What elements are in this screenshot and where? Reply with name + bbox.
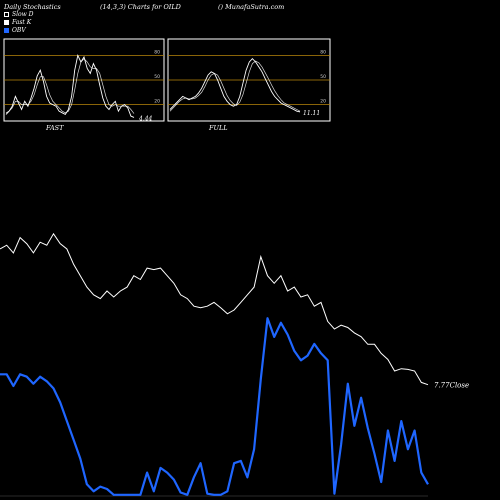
- site-credit: () MunafaSutra.com: [218, 3, 285, 11]
- full-panel-title: FULL: [209, 124, 228, 132]
- fast-panel: 80 50 20 4.44: [3, 38, 165, 122]
- full-level-label-50: 50: [320, 74, 326, 80]
- full-level-label-20: 20: [320, 99, 326, 105]
- fast-level-label-50: 50: [154, 74, 160, 80]
- close-price-label: 7.77Close: [434, 382, 469, 390]
- legend-item-fast-k: Fast K: [4, 18, 31, 26]
- full-series-full-d: [169, 60, 301, 112]
- legend-label-obv: OBV: [12, 26, 26, 34]
- full-series-full-k: [169, 58, 301, 113]
- legend-label-slow-d: Slow D: [12, 10, 34, 18]
- legend-item-obv: OBV: [4, 26, 26, 34]
- fast-last-value-label: 4.44: [138, 115, 153, 122]
- chart-title: (14,3,3) Charts for OILD: [100, 3, 181, 11]
- legend-swatch-obv: [4, 27, 9, 33]
- full-last-value-label: 11.11: [303, 110, 320, 117]
- legend-label-fast-k: Fast K: [12, 18, 32, 26]
- legend-item-slow-d: Slow D: [4, 10, 34, 18]
- price-obv-panel: 7.77Close: [0, 232, 469, 497]
- fast-series-slow-d: [5, 58, 135, 114]
- obv-line: [0, 317, 429, 496]
- close-price-line: [0, 232, 429, 386]
- fast-panel-title: FAST: [46, 124, 64, 132]
- fast-series-fast-k: [5, 53, 135, 118]
- full-level-label-80: 80: [320, 49, 326, 55]
- legend-swatch-fast-k: [4, 19, 9, 25]
- chart-type-label: Daily Stochastics: [4, 3, 61, 11]
- fast-level-label-80: 80: [154, 49, 160, 55]
- legend-swatch-slow-d: [4, 11, 9, 17]
- fast-level-label-20: 20: [154, 99, 160, 105]
